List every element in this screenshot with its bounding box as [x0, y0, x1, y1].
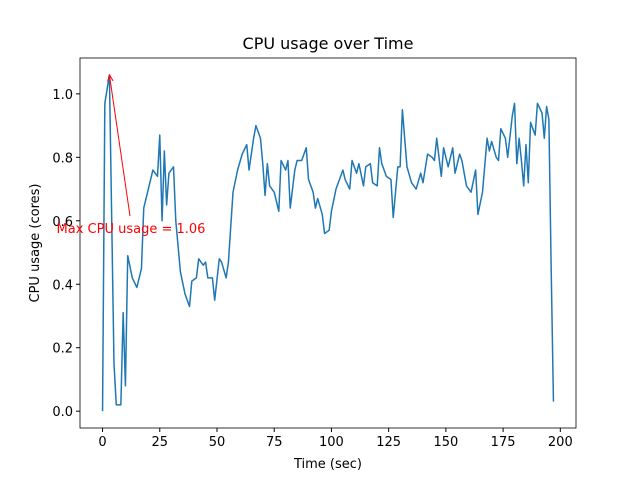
y-tick-label: 0.4 — [52, 278, 73, 293]
x-tick-label: 125 — [376, 435, 401, 450]
x-tick-label: 200 — [548, 435, 573, 450]
y-tick-label: 0.6 — [52, 215, 73, 230]
x-tick-label: 150 — [433, 435, 458, 450]
x-tick-label: 50 — [209, 435, 226, 450]
data-line — [101, 74, 555, 412]
y-tick-label: 0.2 — [52, 342, 73, 357]
chart-title: CPU usage over Time — [243, 34, 414, 53]
x-tick-label: 75 — [266, 435, 283, 450]
y-tick-label: 0.0 — [52, 405, 73, 420]
x-axis-label: Time (sec) — [293, 457, 362, 472]
annotation-arrow — [108, 74, 131, 217]
y-tick-label: 0.8 — [52, 151, 73, 166]
x-tick-label: 0 — [98, 435, 106, 450]
x-tick-label: 175 — [491, 435, 516, 450]
plot-frame — [79, 57, 577, 429]
y-axis-label: CPU usage (cores) — [28, 184, 43, 303]
x-tick-label: 100 — [319, 435, 344, 450]
y-tick-label: 1.0 — [52, 88, 73, 103]
annotation-text: Max CPU usage = 1.06 — [57, 222, 206, 237]
x-tick-label: 25 — [151, 435, 168, 450]
annotation-arrowhead — [107, 74, 114, 82]
